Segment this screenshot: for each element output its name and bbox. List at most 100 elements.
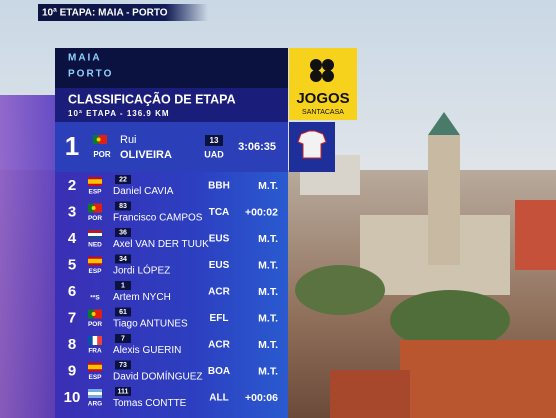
- number: 22: [119, 176, 127, 183]
- flag: [88, 230, 102, 239]
- number-box: [115, 201, 131, 211]
- time: 3:06:35: [238, 141, 276, 153]
- first-name: Tomas: [113, 398, 142, 409]
- rank: 7: [68, 309, 76, 326]
- number-box: [115, 334, 131, 343]
- last-name: NYCH: [142, 292, 170, 303]
- number: 1: [121, 282, 125, 289]
- flag: [88, 336, 102, 345]
- country: NED: [88, 242, 102, 249]
- time: M.T.: [258, 286, 278, 298]
- team: UAD: [204, 149, 224, 159]
- number: 73: [119, 362, 127, 369]
- country: POR: [88, 215, 102, 222]
- team: ACR: [208, 287, 230, 298]
- time: M.T.: [258, 180, 278, 192]
- flag-part: [91, 206, 96, 210]
- sponsor-name: JOGOS: [296, 90, 349, 107]
- time: M.T.: [258, 339, 278, 351]
- flag-part: [93, 135, 99, 144]
- number: 36: [119, 229, 127, 236]
- title-bar: [55, 88, 288, 122]
- last-name: OLIVEIRA: [120, 149, 172, 161]
- sponsor-logo: [289, 48, 357, 120]
- flag: [88, 362, 102, 372]
- last-name: GUERIN: [142, 345, 181, 356]
- stage-banner: [38, 4, 208, 21]
- number-box: [115, 307, 131, 317]
- flag-part: [96, 137, 101, 142]
- team: TCA: [209, 207, 230, 218]
- sponsor-brand: SANTACASA: [302, 109, 344, 116]
- number-box: [115, 254, 131, 264]
- first-name: Alexis: [113, 345, 140, 356]
- flag-part: [97, 336, 102, 345]
- flag-part: [88, 389, 102, 392]
- country: POR: [93, 150, 111, 159]
- flag-part: [88, 236, 102, 239]
- team: EUS: [209, 234, 230, 245]
- route-start: MAIA: [68, 53, 102, 64]
- rider-name: Alexis GUERIN: [113, 345, 181, 356]
- rider-name: Tiago ANTUNES: [113, 318, 188, 329]
- flag: [88, 203, 102, 213]
- flag-part: [88, 336, 93, 345]
- flag-part: [88, 230, 102, 233]
- route-finish: PORTO: [68, 69, 113, 80]
- board-subtitle: 10ª ETAPA - 136.9 KM: [68, 109, 170, 118]
- number: 83: [119, 203, 127, 210]
- last-name: CONTTE: [145, 398, 186, 409]
- country: FRA: [88, 348, 102, 355]
- country: **S: [90, 295, 100, 302]
- last-name: CAVIA: [144, 186, 174, 197]
- rank: 6: [68, 283, 76, 300]
- rider-name: Artem NYCH: [113, 292, 171, 303]
- first-name: Artem: [113, 292, 140, 303]
- rider-name: David DOMÍNGUEZ: [113, 369, 202, 382]
- team: ALL: [209, 393, 228, 404]
- rank: 2: [68, 177, 76, 194]
- rank: 1: [65, 131, 79, 161]
- last-name: LÓPEZ: [137, 263, 170, 276]
- team: EFL: [210, 313, 229, 324]
- team: EUS: [209, 260, 230, 271]
- side-panel: [0, 95, 56, 418]
- flag-part: [88, 258, 102, 264]
- rider-name: Axel VAN DER TUUK: [113, 239, 209, 250]
- rider-name: Tomas CONTTE: [113, 398, 187, 409]
- time: M.T.: [258, 365, 278, 377]
- number-box: [115, 281, 131, 290]
- rank: 4: [68, 230, 77, 247]
- time: M.T.: [258, 259, 278, 271]
- flag-part: [92, 336, 98, 345]
- first-name: Rui: [120, 134, 137, 146]
- number: 13: [210, 136, 219, 145]
- team: BBH: [208, 181, 230, 192]
- rank: 8: [68, 336, 76, 353]
- last-name: CAMPOS: [159, 212, 203, 223]
- flag-part: [93, 309, 102, 319]
- time: M.T.: [258, 233, 278, 245]
- time: +00:06: [245, 392, 278, 404]
- first-name: Axel: [113, 239, 132, 250]
- time: M.T.: [258, 312, 278, 324]
- number-box: [115, 175, 131, 184]
- flag-part: [88, 364, 102, 370]
- number: 111: [118, 388, 129, 395]
- country: ESP: [88, 374, 102, 381]
- number: 7: [121, 335, 125, 342]
- flag-part: [98, 135, 107, 144]
- rider-name: Francisco CAMPOS: [113, 212, 203, 223]
- rider-name: Jordi LÓPEZ: [113, 263, 170, 276]
- rank: 3: [68, 203, 76, 220]
- flag: [93, 135, 107, 144]
- flag-part: [88, 392, 102, 395]
- board-title: CLASSIFICAÇÃO DE ETAPA: [68, 91, 236, 106]
- last-name: DOMÍNGUEZ: [141, 369, 202, 382]
- winner-row: [55, 122, 288, 172]
- country: ESP: [88, 189, 102, 196]
- first-name: Jordi: [113, 265, 135, 276]
- number-box: [115, 387, 131, 396]
- country: ESP: [88, 268, 102, 275]
